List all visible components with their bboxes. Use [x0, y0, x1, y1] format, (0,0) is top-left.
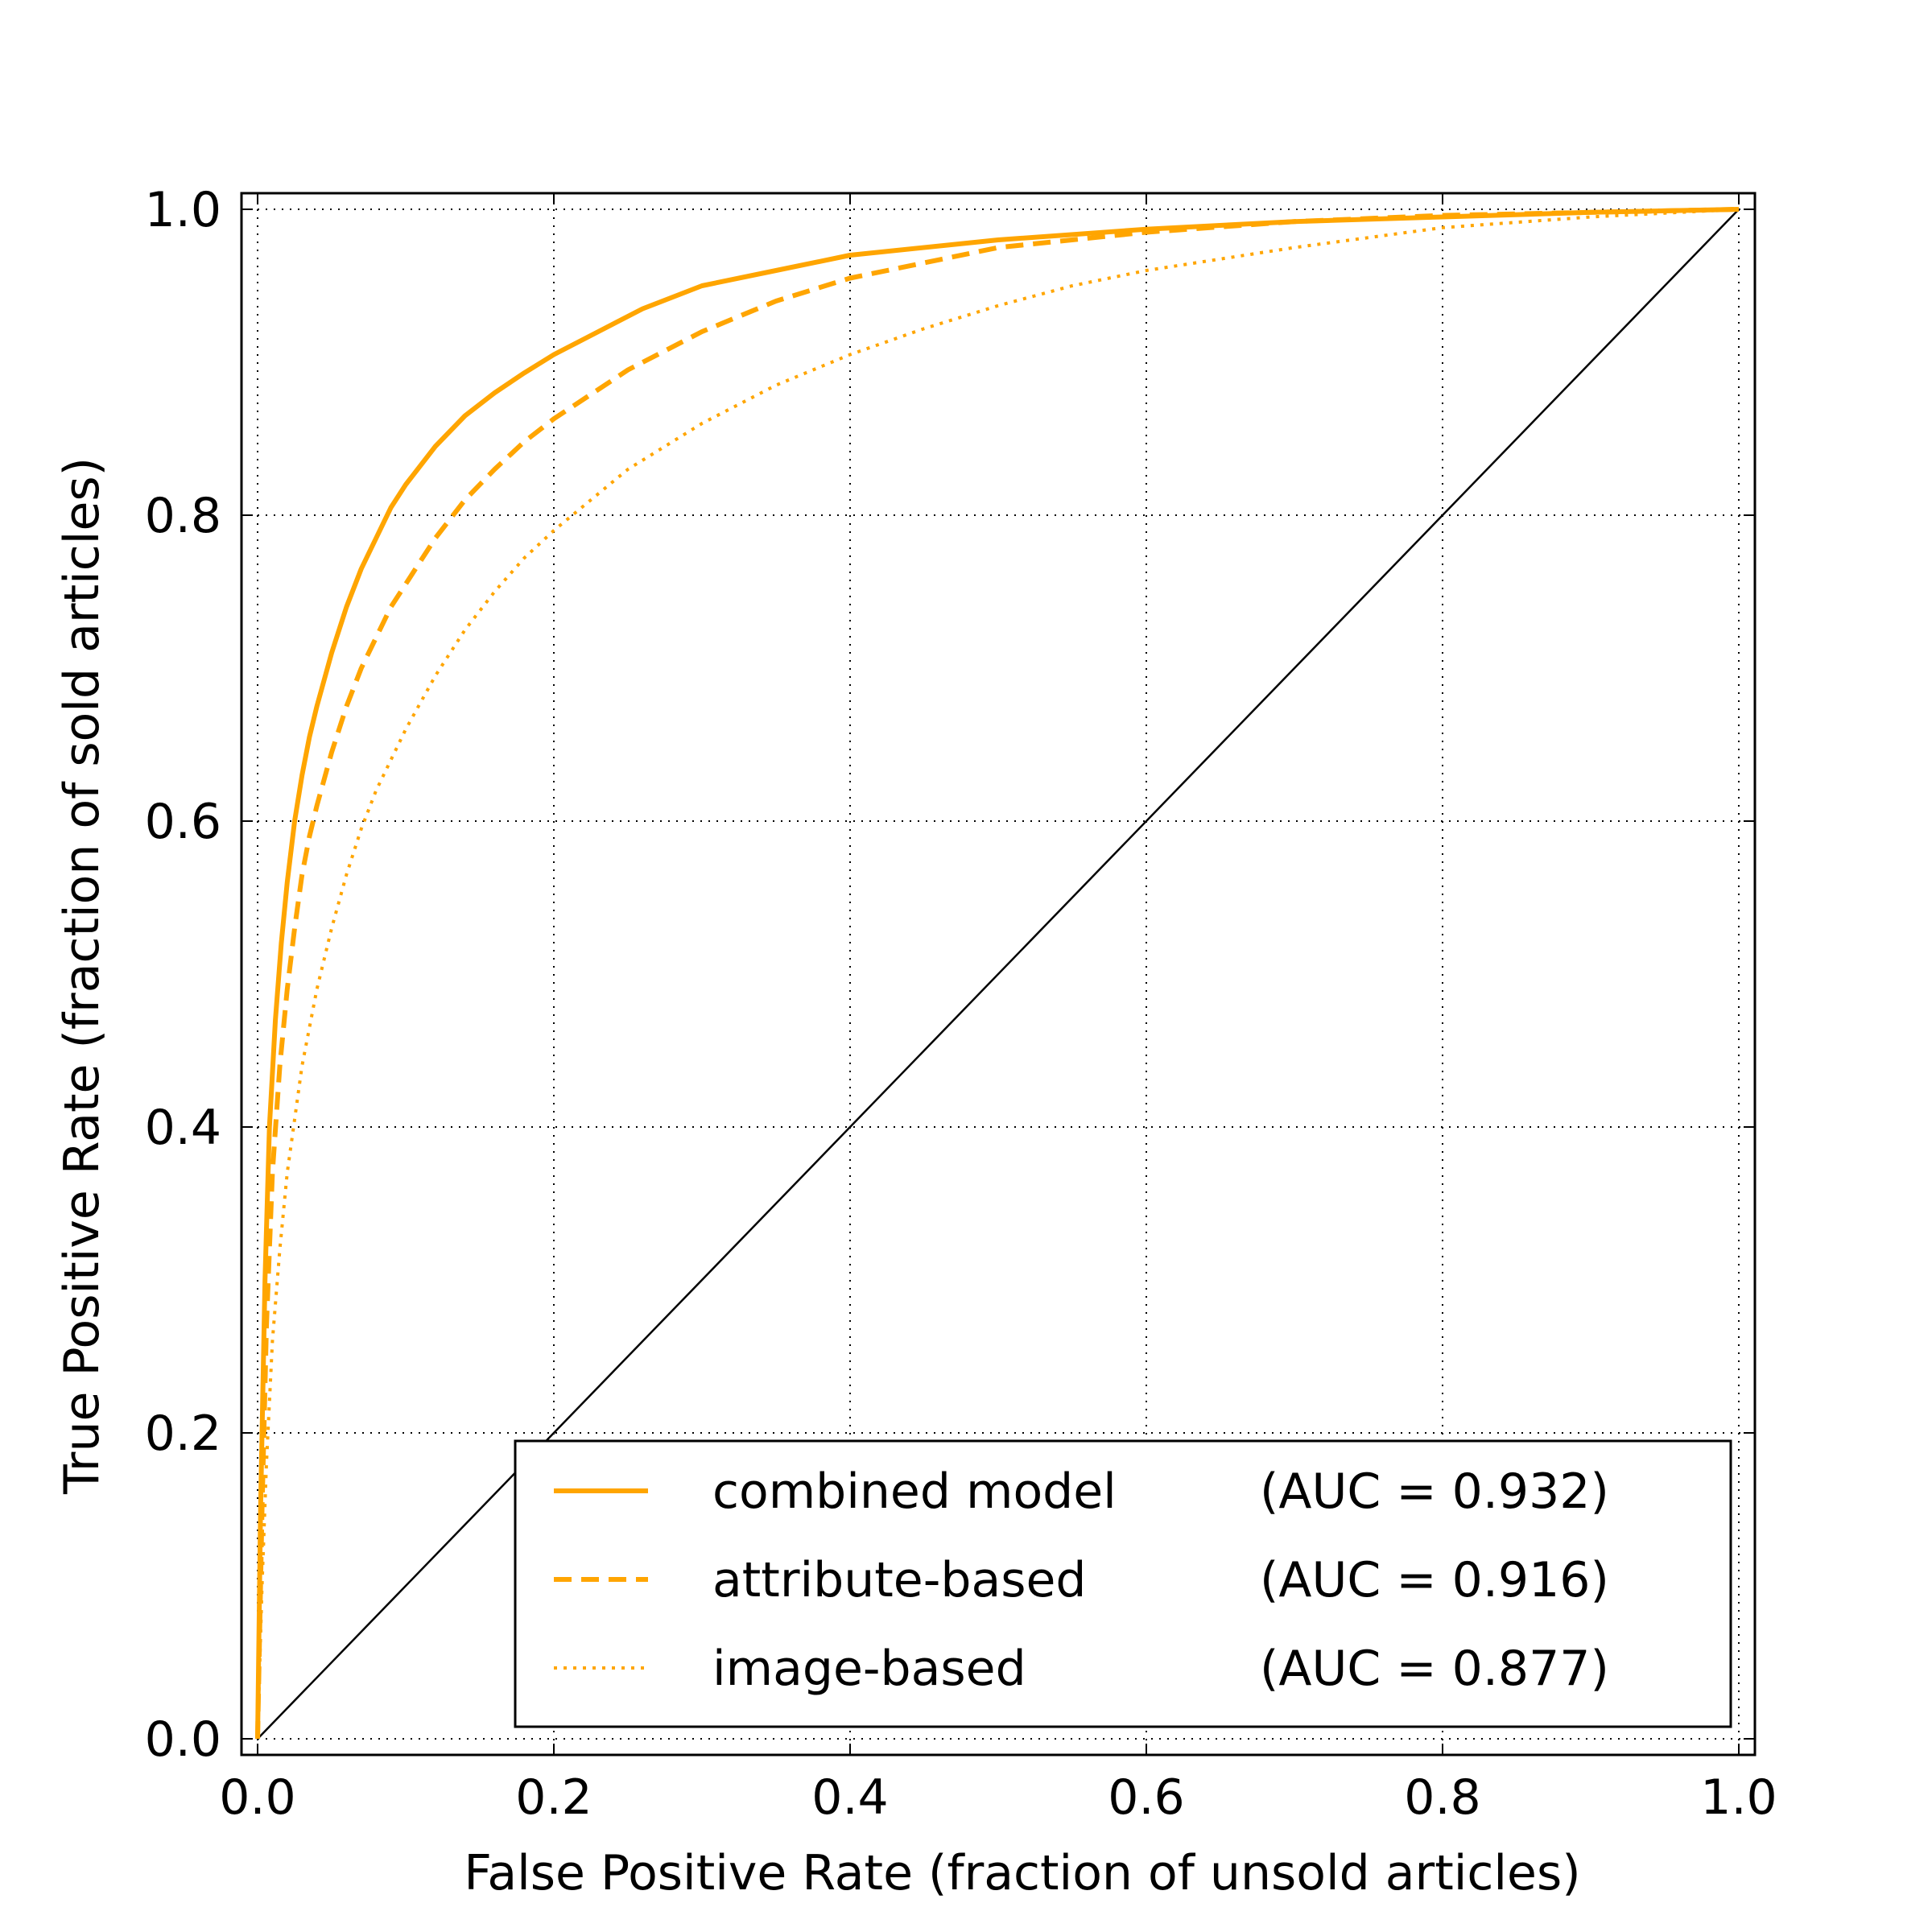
y-tick-label: 0.8	[145, 488, 221, 544]
x-axis-label: False Positive Rate (fraction of unsold …	[464, 1845, 1580, 1901]
y-tick-label: 0.6	[145, 794, 221, 850]
legend-auc-attribute: (AUC = 0.916)	[1260, 1552, 1609, 1608]
chance-diagonal	[257, 208, 1740, 1740]
series-lines	[255, 207, 1740, 1740]
x-tick-label: 0.4	[811, 1769, 888, 1826]
legend-label-combined: combined model	[712, 1463, 1117, 1520]
x-tick-label: 0.0	[219, 1769, 295, 1826]
legend-box	[514, 1439, 1732, 1728]
x-tick-label: 0.6	[1108, 1769, 1184, 1826]
legend-label-image: image-based	[712, 1641, 1026, 1697]
legend-auc-combined: (AUC = 0.932)	[1260, 1463, 1609, 1520]
y-tick-label: 1.0	[145, 182, 221, 238]
x-tick-label: 0.2	[515, 1769, 592, 1826]
y-tick-label: 0.2	[145, 1406, 221, 1462]
attribute-based-line	[255, 207, 1740, 1740]
ticks	[242, 193, 1755, 1755]
plot-frame	[240, 192, 1757, 1757]
legend-auc-image: (AUC = 0.877)	[1260, 1641, 1609, 1697]
y-tick-label: 0.4	[145, 1100, 221, 1156]
legend: combined model (AUC = 0.932) attribute-b…	[514, 1439, 1732, 1728]
y-tick-labels: 0.0 0.2 0.4 0.6 0.8 1.0	[145, 182, 221, 1768]
legend-label-attribute: attribute-based	[712, 1552, 1086, 1608]
x-tick-labels: 0.0 0.2 0.4 0.6 0.8 1.0	[219, 1769, 1777, 1826]
grid	[242, 193, 1755, 1755]
combined-model-line	[255, 207, 1740, 1740]
y-tick-label: 0.0	[145, 1711, 221, 1768]
chance-diagonal-line	[257, 208, 1740, 1740]
y-axis-label: True Positive Rate (fraction of sold art…	[54, 457, 110, 1495]
x-tick-label: 0.8	[1404, 1769, 1480, 1826]
x-tick-label: 1.0	[1700, 1769, 1777, 1826]
